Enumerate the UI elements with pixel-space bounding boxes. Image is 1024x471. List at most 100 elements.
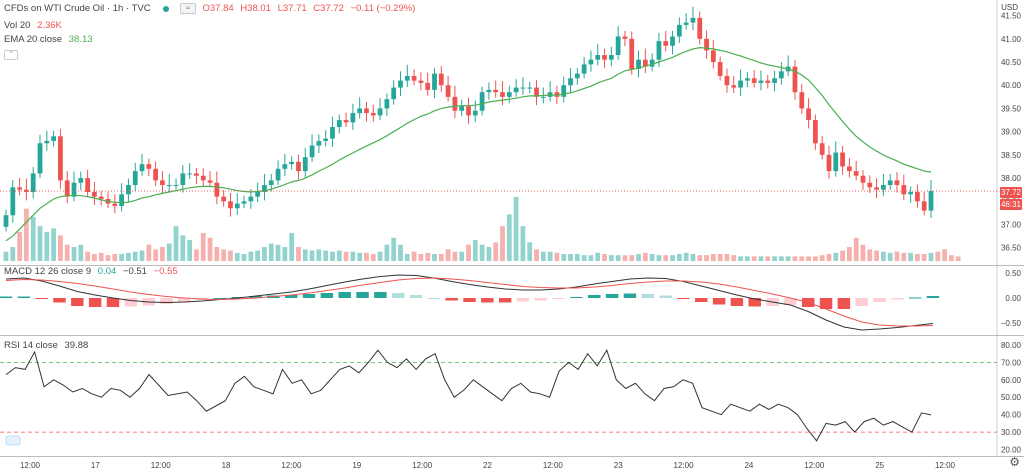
candle-body <box>98 196 104 199</box>
volume-legend[interactable]: Vol 20 2.36K <box>4 20 66 31</box>
volume-bar <box>724 254 730 261</box>
macd-histogram-bar <box>926 296 940 298</box>
symbol-title[interactable]: CFDs on WTI Crude Oil · 1h · TVC <box>4 3 151 15</box>
volume-bar <box>275 244 281 261</box>
ema-legend[interactable]: EMA 20 close 38.13 <box>4 34 97 45</box>
candle-body <box>472 110 478 116</box>
volume-bar <box>323 250 329 261</box>
candle-body <box>697 17 703 39</box>
symbol-legend: CFDs on WTI Crude Oil · 1h · TVC ≈ O37.8… <box>4 3 419 14</box>
macd-histogram-bar <box>855 298 868 306</box>
candle-body <box>778 71 784 79</box>
macd-legend[interactable]: MACD 12 26 close 9 0.04 −0.51 −0.55 <box>4 266 182 277</box>
volume-bar <box>384 244 390 261</box>
currency-label[interactable]: USD <box>1001 3 1018 12</box>
volume-bar <box>105 255 111 261</box>
candle-body <box>166 185 172 187</box>
macd-histogram-bar <box>908 297 922 299</box>
candle-body <box>262 185 267 193</box>
volume-bar <box>663 255 669 261</box>
price-axis-tick: 38.00 <box>1001 174 1022 183</box>
volume-bar <box>234 252 240 261</box>
candle-body <box>887 180 893 186</box>
candle-body <box>921 201 927 211</box>
candle-body <box>758 80 764 83</box>
settings-toggle-icon[interactable]: ≈ <box>179 3 196 14</box>
candle-body <box>282 164 288 169</box>
volume-bar <box>527 242 533 261</box>
volume-bar <box>268 243 274 261</box>
macd-histogram-bar <box>338 292 351 298</box>
candle-body <box>881 185 886 190</box>
time-axis-tick: 12:00 <box>281 461 302 470</box>
candle-body <box>384 99 390 109</box>
volume-bar <box>3 251 9 261</box>
candle-body <box>806 108 811 121</box>
volume-bar <box>874 250 879 261</box>
volume-bar <box>826 254 832 261</box>
candle-body <box>901 185 907 195</box>
volume-bar <box>887 252 893 261</box>
volume-bar <box>180 235 186 261</box>
volume-bar <box>867 249 873 261</box>
price-axis-tick: 36.50 <box>1001 244 1022 253</box>
volume-bar <box>37 226 43 261</box>
candle-body <box>296 161 301 172</box>
candle-body <box>581 64 587 74</box>
candle-body <box>574 73 580 79</box>
macd-histogram-bar <box>784 298 797 305</box>
gear-icon[interactable]: ⚙ <box>1009 455 1020 469</box>
volume-bar <box>772 256 777 261</box>
volume-bar <box>357 252 363 261</box>
macd-histogram-bar <box>498 298 512 303</box>
candle-body <box>731 85 737 88</box>
volume-bar <box>92 254 97 261</box>
volume-bar <box>479 244 485 261</box>
rsi-axis-tick: 20.00 <box>1001 446 1022 455</box>
candle-body <box>452 96 458 111</box>
candle-body <box>221 196 227 202</box>
candle-body <box>309 145 315 158</box>
rsi-axis-tick: 60.00 <box>1001 376 1022 385</box>
volume-bar <box>935 251 941 261</box>
volume-bar <box>200 233 206 261</box>
volume-bar <box>153 249 159 261</box>
candle-body <box>302 157 308 172</box>
candle-body <box>445 85 451 97</box>
candle-body <box>214 182 220 197</box>
candle-body <box>17 187 22 190</box>
volume-bar <box>581 255 587 261</box>
candle-body <box>10 187 16 216</box>
candle-body <box>812 120 818 144</box>
candle-body <box>200 175 206 181</box>
candle-body <box>540 96 546 98</box>
macd-histogram-bar <box>891 298 904 300</box>
candle-body <box>153 168 159 181</box>
volume-bar <box>670 255 675 261</box>
time-axis-tick: 17 <box>91 461 100 470</box>
volume-bar <box>309 250 315 261</box>
price-axis-tick: 39.50 <box>1001 104 1022 113</box>
volume-bar <box>452 251 458 261</box>
candle-body <box>799 92 805 109</box>
candle-body <box>568 78 573 86</box>
candle-body <box>847 166 852 172</box>
macd-histogram-bar <box>178 298 191 302</box>
volume-bar <box>194 249 199 261</box>
volume-bar <box>622 255 628 261</box>
volume-bar <box>915 254 920 261</box>
candle-body <box>51 136 56 141</box>
rsi-legend[interactable]: RSI 14 close 39.88 <box>4 340 92 351</box>
volume-bar <box>119 254 125 261</box>
collapse-legend-icon[interactable]: ⌃ <box>4 50 18 60</box>
volume-bar <box>574 254 580 261</box>
volume-bar <box>806 256 811 261</box>
candle-body <box>520 87 526 89</box>
candle-body <box>629 38 635 69</box>
macd-histogram-bar <box>160 298 173 304</box>
candle-body <box>595 55 601 60</box>
candle-body <box>676 24 682 37</box>
candle-body <box>343 120 349 123</box>
ema-value: 38.13 <box>68 34 93 45</box>
